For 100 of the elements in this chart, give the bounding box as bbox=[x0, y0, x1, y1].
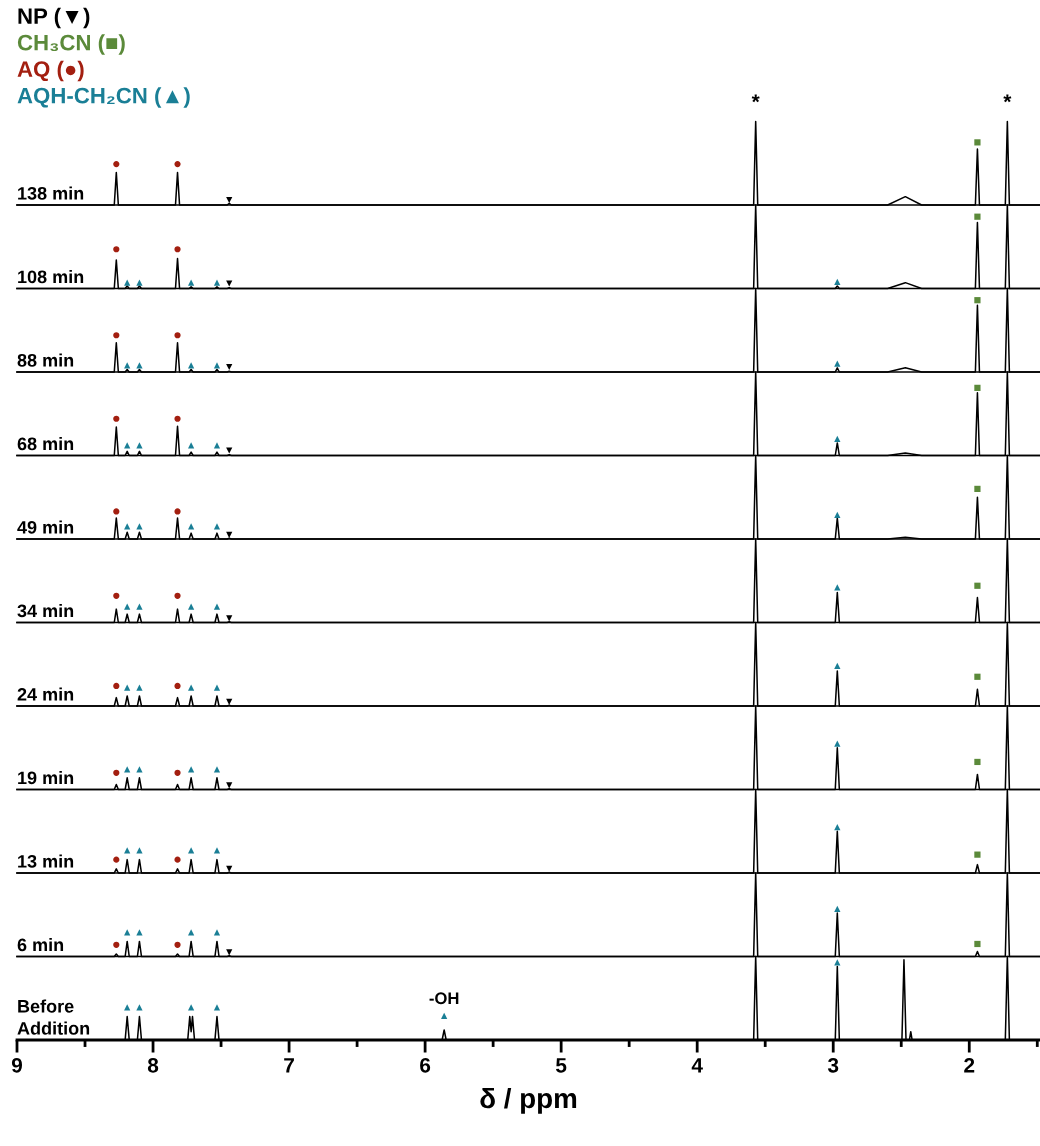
annotation: 13 min bbox=[18, 854, 74, 868]
point bbox=[124, 603, 131, 610]
point bbox=[124, 684, 131, 691]
point bbox=[226, 615, 233, 622]
point bbox=[834, 511, 841, 518]
point bbox=[213, 279, 221, 286]
point bbox=[124, 523, 131, 530]
point bbox=[188, 279, 195, 286]
point bbox=[188, 684, 195, 691]
point bbox=[113, 415, 120, 422]
annotation: 49 min bbox=[17, 520, 74, 534]
annotation: 34 min bbox=[17, 604, 74, 618]
point bbox=[188, 603, 195, 610]
point bbox=[974, 673, 981, 680]
text: AQ (●) bbox=[17, 60, 84, 82]
point bbox=[113, 941, 120, 948]
point bbox=[226, 280, 233, 287]
annotation: Before Addition bbox=[17, 999, 90, 1035]
annotation: 108 min bbox=[18, 270, 84, 284]
point bbox=[974, 851, 981, 858]
point bbox=[213, 929, 221, 936]
point bbox=[213, 362, 221, 369]
point bbox=[974, 485, 981, 493]
point bbox=[136, 929, 143, 936]
point bbox=[113, 508, 120, 515]
point bbox=[226, 447, 233, 454]
point bbox=[124, 766, 131, 773]
point bbox=[974, 384, 981, 391]
point bbox=[974, 297, 981, 304]
x-tick-label: 5 bbox=[556, 1058, 567, 1073]
point bbox=[174, 941, 181, 948]
point bbox=[974, 940, 981, 948]
x-tick-label: 7 bbox=[284, 1058, 294, 1073]
point bbox=[174, 769, 181, 776]
point bbox=[113, 769, 120, 776]
point bbox=[136, 847, 143, 854]
point bbox=[136, 279, 143, 286]
point bbox=[834, 584, 841, 591]
point bbox=[174, 246, 181, 253]
point bbox=[124, 847, 131, 854]
point bbox=[113, 592, 120, 599]
x-tick-label: 6 bbox=[420, 1057, 431, 1073]
annotation: 68 min bbox=[17, 437, 74, 451]
annotation: 6 min bbox=[17, 938, 64, 952]
point bbox=[136, 603, 143, 610]
annotation: * bbox=[1003, 94, 1012, 103]
x-tick-label: 3 bbox=[827, 1057, 839, 1073]
annotation: 24 min bbox=[17, 687, 74, 701]
annotation: * bbox=[751, 94, 760, 103]
annotation: 138 min bbox=[18, 186, 84, 200]
point bbox=[124, 279, 131, 286]
point bbox=[226, 363, 233, 371]
point bbox=[188, 766, 195, 773]
point bbox=[226, 531, 233, 538]
point bbox=[226, 865, 233, 872]
point bbox=[174, 415, 181, 422]
annotation: -OH bbox=[429, 992, 459, 1005]
point bbox=[974, 582, 981, 589]
point bbox=[113, 246, 120, 253]
point bbox=[113, 332, 120, 339]
point bbox=[213, 684, 221, 691]
point bbox=[174, 682, 181, 690]
annotation: 88 min bbox=[17, 353, 74, 367]
point bbox=[174, 508, 181, 515]
point bbox=[174, 592, 181, 599]
point bbox=[113, 856, 120, 863]
x-tick-label: 9 bbox=[11, 1057, 23, 1073]
point bbox=[834, 740, 841, 747]
point bbox=[213, 523, 221, 530]
point bbox=[834, 435, 841, 442]
point bbox=[188, 523, 195, 530]
point bbox=[213, 847, 221, 854]
point bbox=[226, 698, 233, 705]
point bbox=[226, 949, 233, 956]
point bbox=[136, 766, 143, 773]
point bbox=[174, 856, 181, 863]
text: CH₃CN (■) bbox=[17, 34, 125, 55]
text: AQH-CH₂CN (▲) bbox=[17, 87, 190, 108]
point bbox=[213, 442, 221, 449]
point bbox=[834, 278, 841, 285]
point bbox=[136, 523, 143, 530]
point bbox=[226, 782, 233, 789]
point bbox=[113, 682, 120, 690]
point bbox=[974, 213, 981, 220]
point bbox=[174, 332, 181, 339]
x-tick-label: 2 bbox=[964, 1057, 975, 1073]
point bbox=[188, 442, 195, 449]
point bbox=[834, 905, 841, 913]
point bbox=[136, 362, 143, 369]
annotation: 19 min bbox=[18, 771, 74, 785]
point bbox=[213, 603, 221, 610]
x-tick-label: 8 bbox=[147, 1057, 159, 1073]
text: NP (▼) bbox=[18, 7, 90, 29]
x-axis-title: δ / ppm bbox=[480, 1087, 577, 1114]
point bbox=[188, 847, 195, 854]
point bbox=[136, 442, 143, 449]
point bbox=[136, 684, 143, 691]
point bbox=[188, 362, 195, 369]
x-tick-label: 4 bbox=[691, 1058, 703, 1073]
point bbox=[834, 360, 841, 367]
